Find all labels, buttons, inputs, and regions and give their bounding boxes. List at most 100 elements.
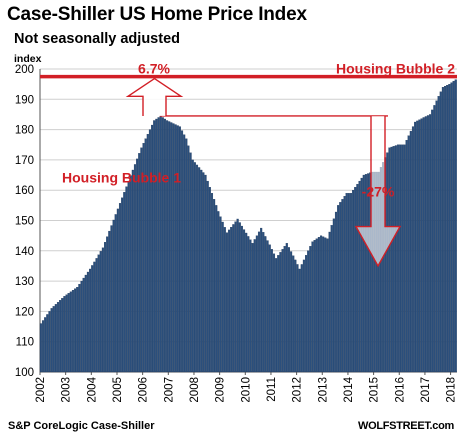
x-tick-labels: 2002 2003 2004 2005 2006 2007 2008 2009 2010 2011… bbox=[35, 376, 458, 402]
bar bbox=[411, 126, 415, 373]
bars bbox=[39, 79, 457, 373]
bar bbox=[78, 283, 81, 373]
x-tick-2002: 2002 bbox=[35, 377, 47, 403]
bar bbox=[334, 211, 338, 373]
bar bbox=[322, 236, 325, 373]
bar bbox=[123, 192, 126, 373]
bar bbox=[228, 229, 231, 373]
bar bbox=[176, 125, 179, 373]
bar bbox=[298, 268, 301, 373]
bar bbox=[198, 167, 201, 373]
bar bbox=[444, 86, 447, 373]
bar bbox=[99, 251, 102, 373]
bar bbox=[76, 287, 79, 373]
x-tick-2013: 2013 bbox=[317, 377, 329, 403]
chart-subtitle: Not seasonally adjusted bbox=[14, 31, 180, 47]
y-tick-130: 130 bbox=[15, 276, 34, 288]
bar bbox=[403, 144, 406, 373]
bar bbox=[409, 130, 412, 373]
bar bbox=[307, 250, 310, 373]
bar bbox=[426, 115, 429, 373]
bar bbox=[170, 122, 173, 373]
bar bbox=[266, 240, 269, 373]
bar bbox=[232, 224, 235, 373]
bar bbox=[362, 174, 365, 373]
bar bbox=[418, 119, 421, 373]
bar bbox=[230, 227, 233, 373]
bar bbox=[63, 296, 66, 373]
bar bbox=[290, 251, 293, 373]
bar bbox=[44, 317, 47, 373]
bar bbox=[240, 225, 243, 373]
bar bbox=[129, 175, 132, 373]
y-tick-190: 190 bbox=[15, 94, 34, 106]
bar bbox=[91, 265, 94, 373]
y-tick-150: 150 bbox=[15, 216, 34, 228]
x-tick-2017: 2017 bbox=[420, 377, 432, 403]
bar bbox=[221, 221, 224, 373]
bar bbox=[324, 237, 327, 373]
bar bbox=[435, 100, 438, 373]
bar bbox=[270, 249, 273, 373]
annotation-pct-down: -27% bbox=[362, 183, 395, 199]
bar bbox=[399, 144, 402, 373]
x-tick-2012: 2012 bbox=[292, 377, 304, 403]
bar bbox=[225, 232, 228, 373]
bar bbox=[116, 208, 119, 373]
bar bbox=[326, 238, 329, 373]
bar bbox=[249, 239, 252, 373]
source-note: S&P CoreLogic Case-Shiller bbox=[8, 420, 155, 432]
bar bbox=[424, 116, 427, 373]
bar bbox=[360, 177, 363, 373]
bar bbox=[80, 280, 83, 373]
chart-title: Case-Shiller US Home Price Index bbox=[7, 4, 307, 25]
bar bbox=[159, 115, 162, 373]
bar bbox=[210, 193, 214, 373]
bar bbox=[142, 143, 145, 373]
bar bbox=[166, 120, 169, 373]
bar bbox=[272, 253, 276, 373]
bar bbox=[287, 247, 290, 373]
bar bbox=[313, 240, 316, 373]
bar bbox=[195, 164, 199, 373]
bar bbox=[234, 221, 237, 373]
bar bbox=[97, 254, 100, 373]
bar bbox=[208, 187, 211, 373]
bar bbox=[328, 231, 331, 373]
bar bbox=[396, 144, 400, 373]
bar bbox=[364, 174, 367, 373]
bar bbox=[420, 118, 423, 373]
down-arrow bbox=[354, 115, 402, 268]
bar bbox=[296, 264, 299, 373]
bar bbox=[311, 241, 314, 373]
bar bbox=[108, 230, 111, 373]
bar bbox=[82, 277, 85, 373]
bar bbox=[300, 264, 303, 373]
bar bbox=[294, 259, 297, 373]
bar bbox=[352, 190, 355, 373]
bar bbox=[264, 236, 267, 373]
bar bbox=[153, 120, 156, 373]
bar bbox=[133, 164, 137, 373]
bar bbox=[125, 186, 128, 373]
y-tick-170: 170 bbox=[15, 155, 34, 167]
y-axis-label: index bbox=[14, 53, 42, 65]
bar bbox=[217, 211, 220, 373]
up-arrow bbox=[125, 77, 184, 116]
bar bbox=[319, 235, 323, 373]
bar bbox=[347, 193, 350, 373]
y-tick-120: 120 bbox=[15, 306, 34, 318]
bar bbox=[144, 138, 147, 373]
x-tick-2009: 2009 bbox=[215, 377, 227, 403]
bar bbox=[431, 109, 434, 373]
bar bbox=[189, 152, 192, 373]
bar bbox=[56, 302, 60, 373]
bar bbox=[213, 199, 216, 373]
bar bbox=[140, 147, 143, 373]
bar bbox=[52, 306, 55, 373]
bar bbox=[163, 118, 166, 373]
bar bbox=[245, 232, 248, 373]
y-tick-140: 140 bbox=[15, 246, 34, 258]
bar bbox=[262, 232, 265, 373]
